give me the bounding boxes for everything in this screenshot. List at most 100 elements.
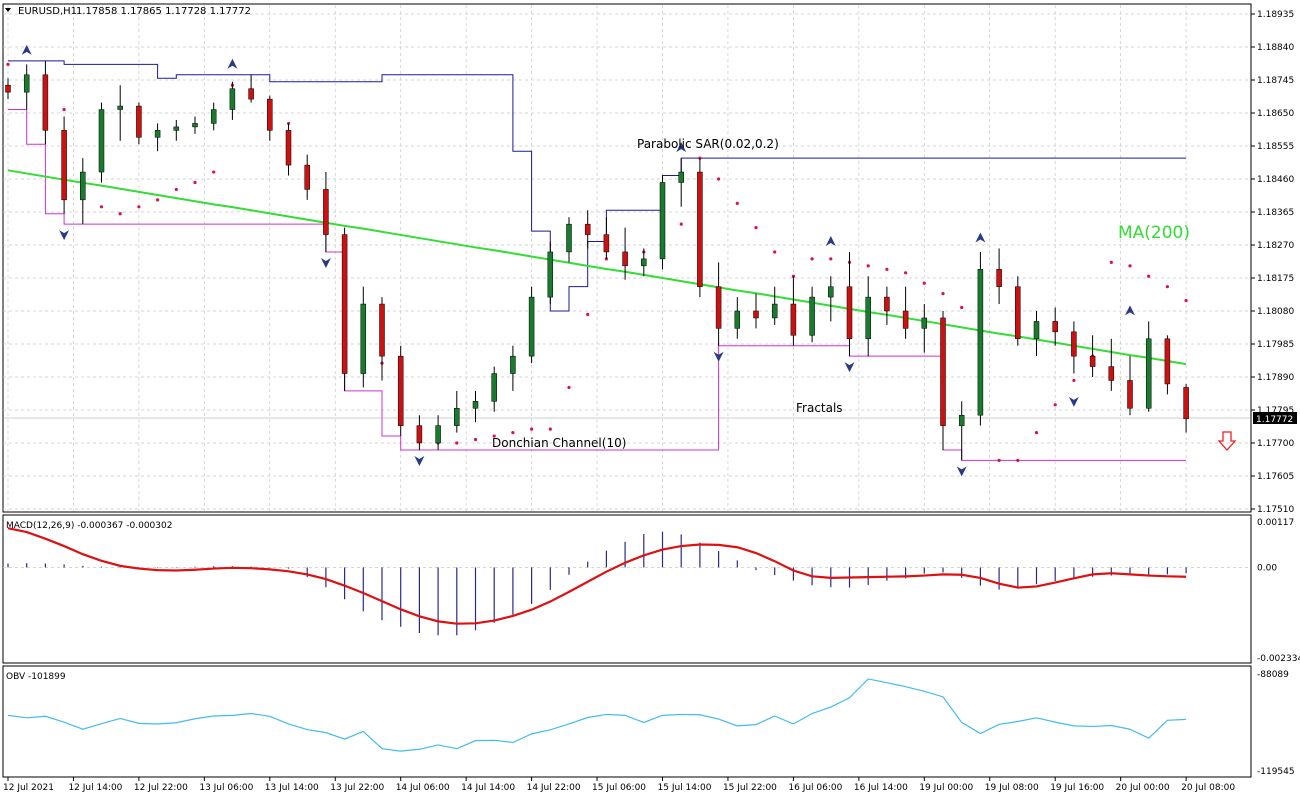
candle: [528, 286, 535, 364]
candle: [884, 286, 890, 325]
ma200-line: [7, 169, 1187, 366]
price-tick-label: 1.17795: [1257, 406, 1294, 416]
window-menu-icon[interactable]: [5, 8, 11, 12]
candle: [1071, 321, 1077, 374]
candle: [678, 158, 684, 207]
panel-frames: [2, 3, 1252, 778]
obv-tick-label: -88089: [1257, 670, 1289, 680]
grid-layer: [3, 5, 1251, 511]
candle: [734, 297, 741, 339]
candle-body: [1052, 321, 1058, 333]
candle-body: [454, 408, 460, 426]
candle: [865, 276, 871, 357]
time-tick-label: 13 Jul 06:00: [199, 783, 253, 793]
candle-body: [528, 296, 535, 357]
candle-body: [491, 373, 497, 402]
sar-dot: [548, 427, 552, 431]
sar-dot: [1072, 378, 1076, 383]
candle-body: [379, 303, 385, 357]
candle: [80, 158, 86, 225]
price-tick-label: 1.18270: [1257, 241, 1294, 251]
macd-tick-label: 0.00: [1257, 563, 1277, 573]
current-price-text: 1.17772: [1256, 415, 1293, 425]
candle-body: [192, 123, 198, 128]
time-tick-label: 19 Jul 16:00: [1050, 783, 1104, 793]
time-tick-label: 19 Jul 00:00: [919, 783, 973, 793]
donchian-label: Donchian Channel(10): [492, 436, 626, 450]
macd-tick-label: -0.002334: [1257, 654, 1300, 664]
time-tick-label: 15 Jul 14:00: [658, 783, 712, 793]
candle: [360, 286, 367, 388]
candle-body: [584, 223, 591, 235]
candle-body: [323, 189, 329, 235]
candle: [622, 227, 628, 280]
sar-dot: [586, 312, 590, 317]
candle-body: [790, 303, 797, 336]
obv-tick-label: -119545: [1257, 767, 1295, 777]
candle-body: [5, 84, 11, 93]
sar-dot: [810, 257, 814, 261]
sar-dot: [156, 198, 160, 202]
donchian-upper-line: [8, 60, 1187, 312]
candle-body: [1164, 338, 1171, 385]
candle-body: [678, 171, 684, 183]
candle: [472, 390, 479, 423]
fractal-up-arrow: [227, 58, 238, 69]
candle: [603, 217, 610, 259]
obv-layer: [7, 678, 1187, 752]
obv-label: OBV -101899: [6, 672, 66, 682]
time-tick-label: 15 Jul 06:00: [592, 783, 646, 793]
candle-body: [846, 286, 853, 340]
candle-body: [1033, 321, 1040, 340]
time-tick-label: 20 Jul 00:00: [1116, 783, 1170, 793]
candle-body: [921, 317, 928, 329]
candle-body: [341, 234, 348, 374]
fractal-up-arrow: [975, 232, 986, 243]
sar-dot: [922, 281, 926, 285]
candle-body: [940, 317, 946, 426]
candle: [210, 102, 217, 131]
fractal-up-arrow: [676, 142, 687, 153]
candle: [1164, 335, 1171, 395]
time-tick-label: 15 Jul 22:00: [723, 783, 777, 793]
candle: [285, 123, 292, 176]
time-tick-label: 20 Jul 08:00: [1181, 783, 1235, 793]
candle: [397, 345, 404, 437]
candle: [566, 217, 572, 263]
candle-body: [285, 130, 292, 166]
candle-body: [435, 425, 441, 444]
candle-body: [622, 251, 628, 267]
price-tick-label: 1.18460: [1257, 175, 1294, 185]
time-tick-label: 12 Jul 14:00: [68, 783, 122, 793]
candle-layer: [5, 60, 1189, 461]
candle-body: [884, 296, 890, 312]
candle: [510, 345, 516, 391]
sar-dot: [1165, 285, 1169, 289]
sar-dot: [829, 257, 833, 261]
candle-body: [1183, 387, 1189, 419]
candle-body: [360, 303, 367, 374]
candle: [659, 175, 666, 270]
candle-body: [1071, 331, 1077, 357]
price-tick-label: 1.17985: [1257, 340, 1294, 350]
candle: [229, 81, 236, 120]
candle-body: [771, 303, 778, 319]
candle-body: [510, 355, 516, 374]
candle: [61, 116, 67, 214]
fractal-down-arrow: [713, 351, 724, 362]
time-tick-label: 14 Jul 06:00: [396, 783, 450, 793]
candle: [996, 248, 1002, 305]
fractal-up-arrow: [1125, 305, 1135, 316]
candle: [192, 116, 198, 134]
current-price-badge: [1253, 412, 1297, 424]
ohlc-label: 1.17858 1.17865 1.17728 1.17772: [76, 6, 251, 17]
ma-label: MA(200): [1118, 223, 1190, 243]
sar-dot: [717, 177, 721, 181]
sar-dot: [1034, 430, 1039, 435]
sar-dot: [904, 271, 908, 275]
candle-body: [416, 425, 423, 444]
price-tick-label: 1.17510: [1257, 505, 1294, 515]
price-tick-label: 1.18365: [1257, 208, 1294, 218]
candle-body: [80, 171, 86, 201]
macd-label: MACD(12,26,9) -0.000367 -0.000302: [6, 521, 172, 531]
